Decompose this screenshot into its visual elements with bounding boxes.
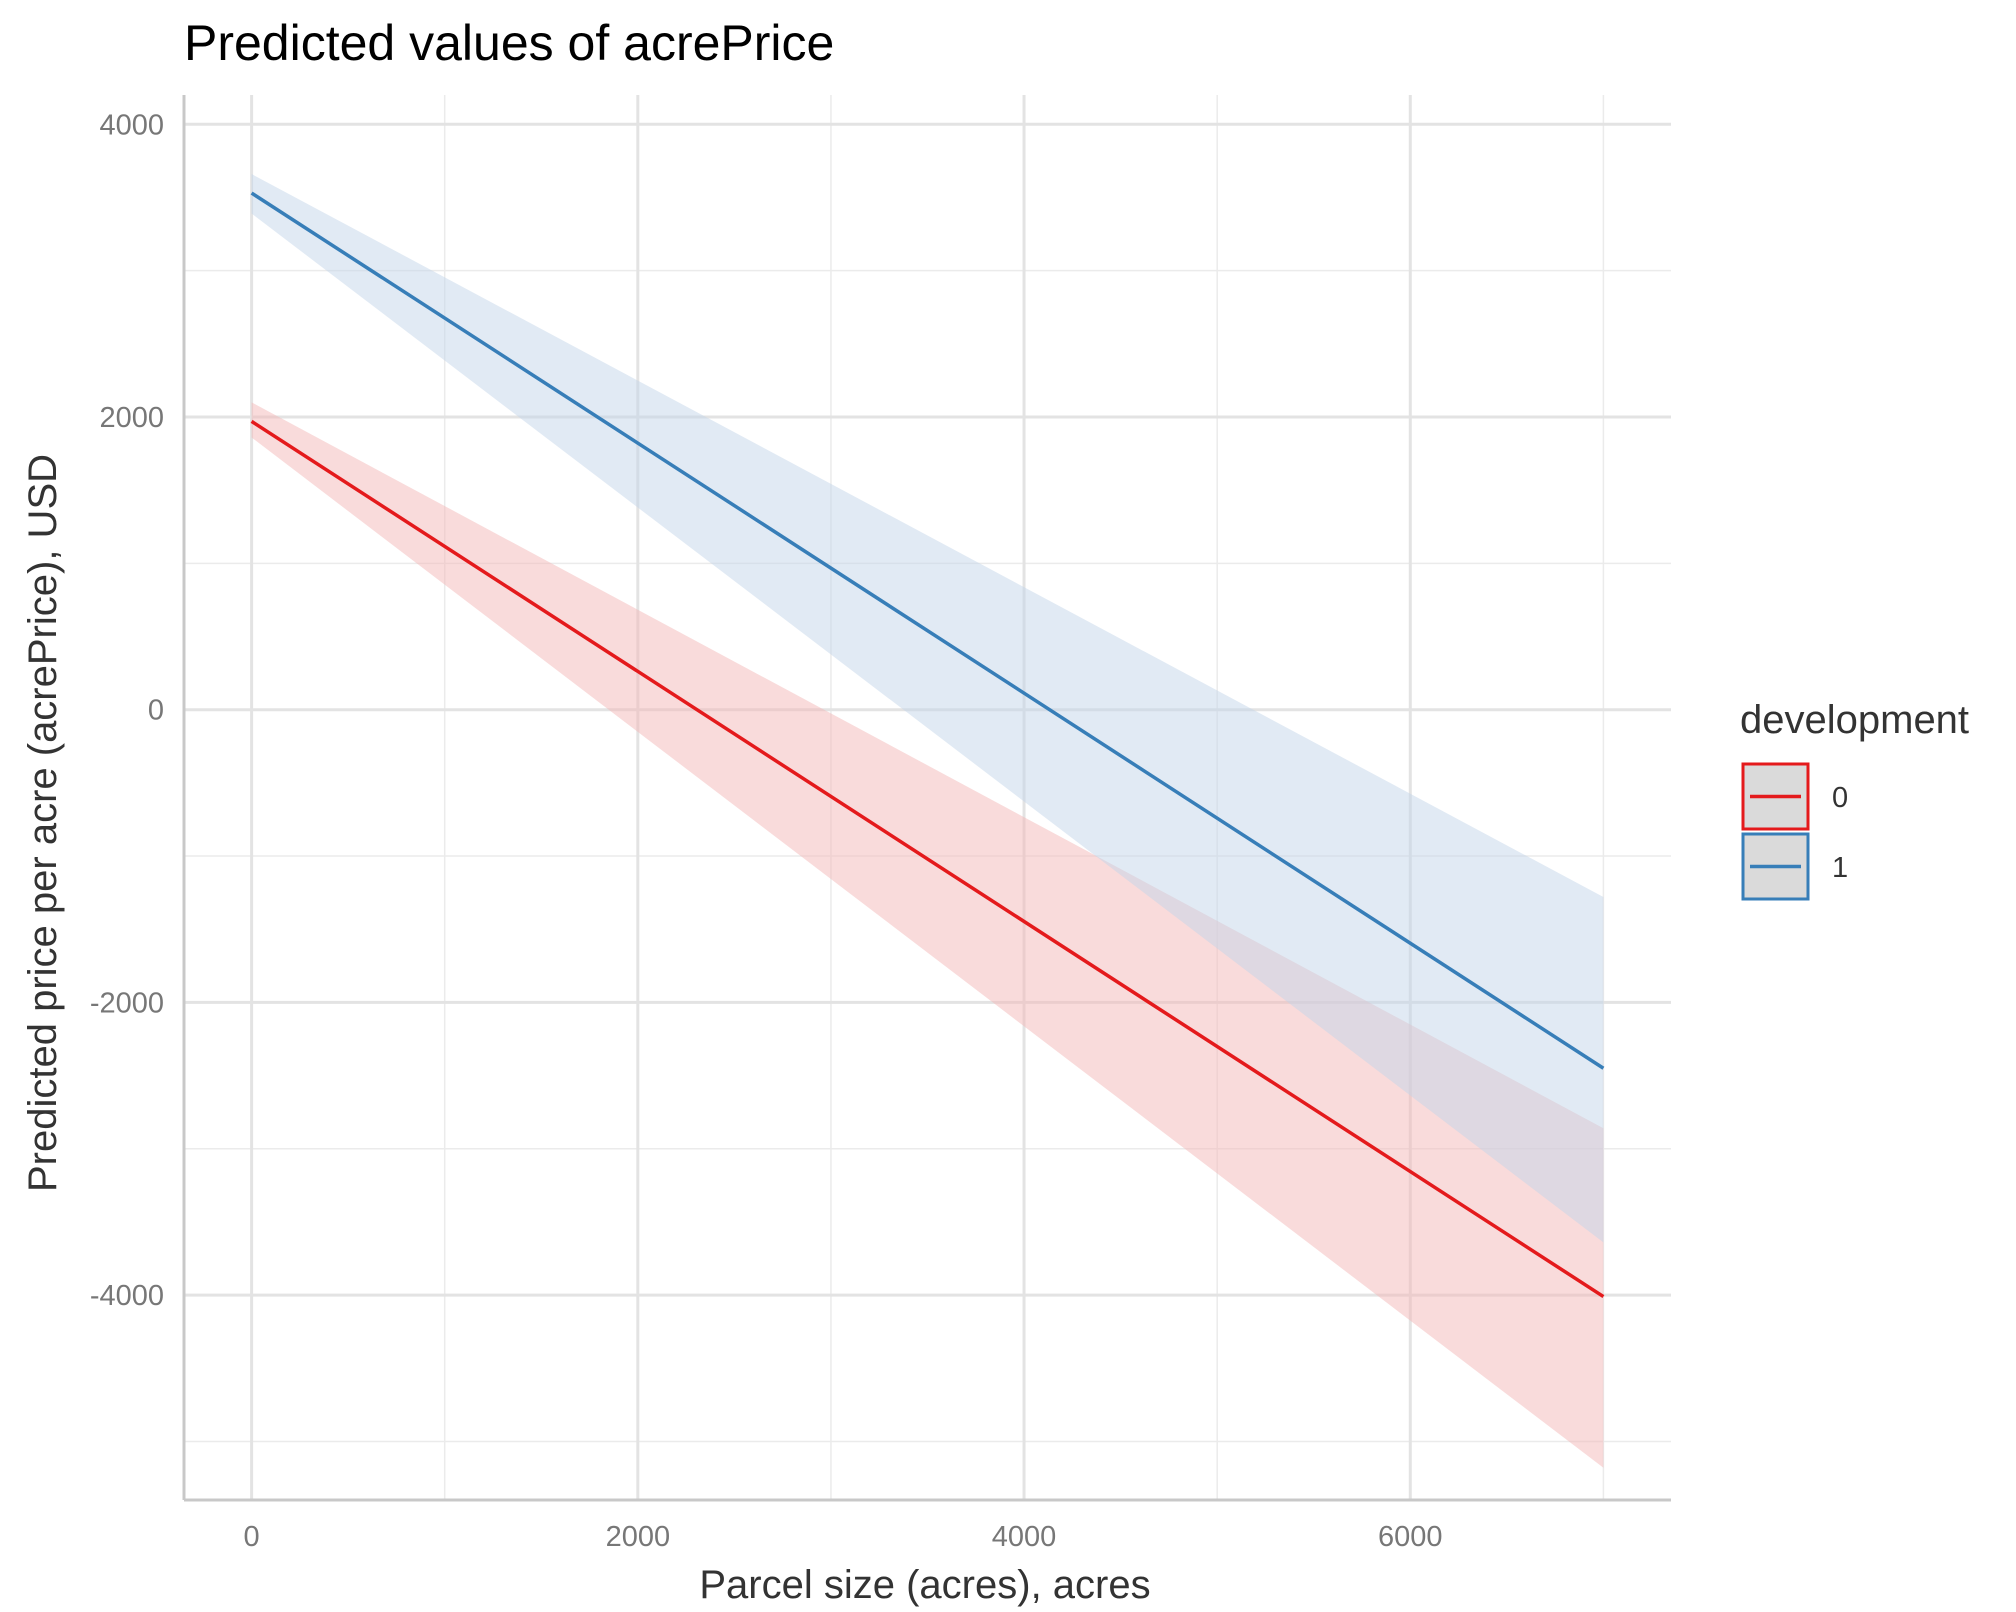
x-tick-labels: 0 2000 4000 6000 bbox=[244, 1521, 1443, 1553]
y-axis-title: Predicted price per acre (acrePrice), US… bbox=[21, 454, 65, 1192]
chart-title: Predicted values of acrePrice bbox=[184, 15, 834, 71]
y-tick-label-4: 4000 bbox=[99, 109, 164, 141]
legend-title: development bbox=[1740, 698, 1969, 742]
x-tick-label-0: 0 bbox=[244, 1521, 260, 1553]
legend-label-0: 0 bbox=[1832, 782, 1848, 814]
confidence-bands bbox=[251, 174, 1604, 1468]
axes bbox=[182, 95, 1671, 1502]
series-lines bbox=[250, 191, 1605, 1299]
x-tick-label-3: 6000 bbox=[1378, 1521, 1443, 1553]
x-tick-label-2: 4000 bbox=[992, 1521, 1057, 1553]
line-series-0 bbox=[250, 419, 1605, 1299]
y-tick-label-3: 2000 bbox=[99, 402, 164, 434]
y-tick-label-1: -2000 bbox=[90, 987, 164, 1019]
y-tick-label-2: 0 bbox=[148, 695, 164, 727]
confidence-band-series-1 bbox=[251, 174, 1604, 1243]
line-series-1 bbox=[250, 191, 1605, 1070]
y-tick-label-0: -4000 bbox=[90, 1280, 164, 1312]
x-axis-title: Parcel size (acres), acres bbox=[699, 1563, 1150, 1607]
x-tick-label-1: 2000 bbox=[606, 1521, 671, 1553]
legend: development 0 1 bbox=[1740, 698, 1969, 901]
confidence-band-series-0 bbox=[251, 402, 1604, 1468]
legend-label-1: 1 bbox=[1832, 852, 1848, 884]
y-tick-labels: -4000 -2000 0 2000 4000 bbox=[90, 109, 164, 1312]
